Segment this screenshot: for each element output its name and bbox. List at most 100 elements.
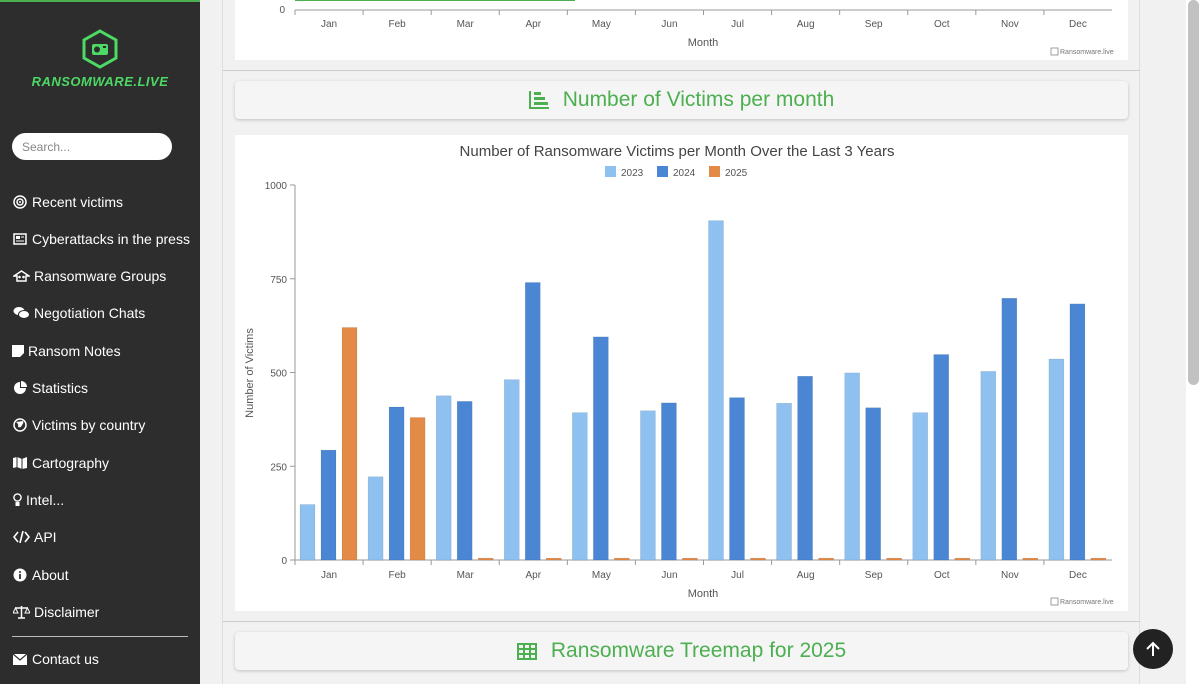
bar-2024-Mar[interactable]	[456, 401, 473, 561]
sidebar-item-disclaimer[interactable]: Disclaimer	[12, 601, 99, 623]
bar-2023-Sep[interactable]	[844, 372, 860, 561]
top-chart-card: 0 Jan Feb Mar Apr May Jun Jul Aug Sep Oct Nov Dec M…	[235, 0, 1128, 60]
legend-label-2023[interactable]: 2023	[621, 168, 644, 179]
sidebar-item-negotiation-chats[interactable]: Negotiation Chats	[12, 302, 145, 324]
section-divider	[223, 70, 1140, 71]
bar-2025-Sep[interactable]	[886, 557, 902, 561]
bar-2025-Nov[interactable]	[1022, 557, 1039, 561]
bar-2025-Dec[interactable]	[1090, 557, 1107, 561]
bar-2024-Jul[interactable]	[729, 397, 745, 561]
bar-2023-Aug[interactable]	[776, 403, 792, 561]
bar-2023-May[interactable]	[572, 412, 588, 561]
bar-2025-Aug[interactable]	[818, 557, 834, 561]
watermark-icon	[1050, 597, 1059, 606]
bar-2025-May[interactable]	[614, 557, 630, 561]
sidebar-divider	[12, 636, 188, 637]
bar-2024-May[interactable]	[593, 336, 609, 561]
bar-2024-Dec[interactable]	[1069, 303, 1086, 561]
bar-2023-Nov[interactable]	[980, 371, 997, 561]
section-title: Ransomware Treemap for 2025	[550, 639, 847, 662]
x-tick-label: Aug	[797, 570, 815, 581]
y-tick-label: 750	[270, 275, 287, 286]
bar-2025-Feb[interactable]	[409, 417, 426, 561]
x-tick-label: Jul	[731, 19, 744, 30]
bar-2024-Jun[interactable]	[661, 402, 677, 561]
sidebar-item-label: Ransomware Groups	[34, 268, 167, 284]
bar-2023-Mar[interactable]	[435, 395, 452, 561]
victims-chart-card: Number of Ransomware Victims per Month O…	[235, 135, 1128, 611]
bar-2024-Nov[interactable]	[1001, 298, 1018, 561]
chart-title: Number of Ransomware Victims per Month O…	[460, 143, 895, 160]
info-icon	[12, 567, 28, 583]
envelope-icon	[12, 651, 28, 667]
sidebar-item-label: Cartography	[32, 455, 110, 471]
x-tick-label: Dec	[1069, 19, 1087, 30]
bar-2024-Jan[interactable]	[320, 449, 337, 561]
search-input[interactable]	[12, 133, 172, 160]
y-tick-label: 500	[270, 369, 287, 380]
bar-2023-Jan[interactable]	[299, 504, 316, 561]
bar-2024-Aug[interactable]	[797, 376, 813, 561]
sidebar-item-label: Negotiation Chats	[34, 305, 146, 321]
sidebar-item-label: Disclaimer	[34, 604, 100, 620]
sidebar-item-victims-by-country[interactable]: Victims by country	[12, 414, 145, 436]
scrollbar-thumb[interactable]	[1188, 0, 1199, 385]
sidebar-item-intel[interactable]: Intel...	[12, 489, 64, 511]
lightbulb-icon	[12, 492, 22, 508]
section-title: Number of Victims per month	[562, 88, 835, 111]
x-tick-label: May	[592, 570, 611, 581]
chart-y-label: Number of Victims	[244, 328, 256, 418]
legend-swatch-2023	[605, 166, 616, 177]
bar-2023-Apr[interactable]	[504, 379, 520, 561]
sidebar-item-label: Contact us	[32, 651, 99, 667]
x-tick-label: Mar	[457, 19, 475, 30]
bar-2024-Oct[interactable]	[933, 354, 949, 561]
bar-2025-Jul[interactable]	[750, 557, 766, 561]
sidebar-item-label: About	[32, 567, 69, 583]
comments-icon	[12, 305, 30, 321]
sidebar-item-label: Cyberattacks in the press	[32, 231, 190, 247]
sidebar-item-cyberattacks[interactable]: Cyberattacks in the press	[12, 228, 190, 250]
top-chart: 0 Jan Feb Mar Apr May Jun Jul Aug Sep Oct Nov Dec M…	[279, 0, 1114, 56]
bar-2023-Dec[interactable]	[1048, 358, 1065, 561]
bar-2024-Feb[interactable]	[388, 406, 405, 561]
sidebar-item-ransomware-groups[interactable]: Ransomware Groups	[12, 265, 166, 287]
site-logo[interactable]: RANSOMWARE.LIVE	[30, 28, 170, 98]
bar-2024-Apr[interactable]	[525, 282, 541, 561]
sidebar-item-recent-victims[interactable]: Recent victims	[12, 191, 123, 213]
bar-2025-Jun[interactable]	[682, 557, 698, 561]
scale-icon	[12, 604, 30, 620]
top-chart-month-ticks: Jan Feb Mar Apr May Jun Jul Aug Sep Oct Nov Dec	[294, 10, 1087, 30]
bar-2023-Oct[interactable]	[912, 412, 928, 561]
bar-2024-Sep[interactable]	[865, 407, 881, 561]
bar-2025-Mar[interactable]	[477, 557, 494, 561]
sidebar-item-ransom-notes[interactable]: Ransom Notes	[12, 340, 121, 362]
sidebar-item-api[interactable]: API	[12, 526, 57, 548]
legend-label-2024[interactable]: 2024	[673, 168, 696, 179]
map-icon	[12, 455, 28, 471]
bar-2025-Apr[interactable]	[546, 557, 562, 561]
y-tick-label: 250	[270, 462, 287, 473]
arrow-up-icon	[1146, 641, 1160, 656]
code-icon	[12, 529, 30, 545]
bar-2025-Jan[interactable]	[341, 327, 358, 561]
chart-area-icon	[528, 91, 549, 109]
x-tick-label: Dec	[1069, 570, 1087, 581]
legend-label-2025[interactable]: 2025	[725, 168, 748, 179]
sidebar-item-contact-us[interactable]: Contact us	[12, 648, 99, 670]
sidebar-item-label: API	[34, 529, 57, 545]
sidebar-item-about[interactable]: About	[12, 564, 69, 586]
sidebar-item-statistics[interactable]: Statistics	[12, 377, 88, 399]
back-to-top-button[interactable]	[1133, 629, 1173, 669]
chart-watermark: Ransomware.live	[1060, 599, 1114, 606]
bar-2023-Jul[interactable]	[708, 220, 724, 561]
bar-2025-Oct[interactable]	[954, 557, 970, 561]
target-icon	[12, 194, 28, 210]
sidebar-item-label: Intel...	[26, 492, 65, 508]
bar-2023-Feb[interactable]	[367, 476, 384, 561]
chart-bars	[299, 220, 1107, 561]
sidebar-item-cartography[interactable]: Cartography	[12, 452, 109, 474]
bar-2023-Jun[interactable]	[640, 410, 656, 561]
logo-icon	[82, 29, 118, 69]
x-tick-label: Oct	[934, 19, 950, 30]
